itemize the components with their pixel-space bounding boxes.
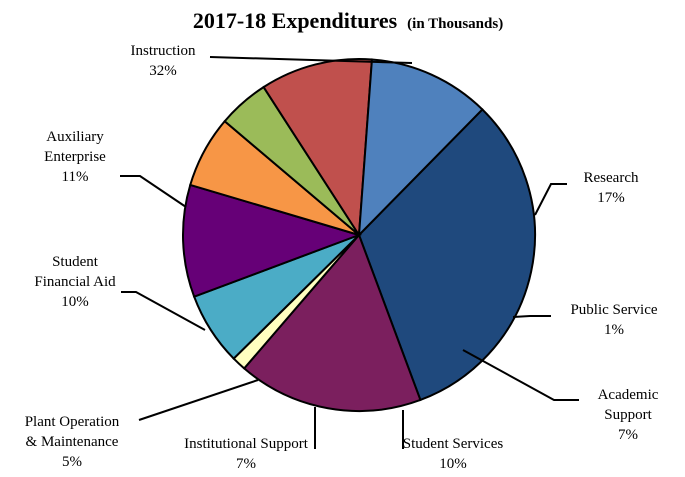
pie-slice xyxy=(262,58,374,239)
leader-line xyxy=(512,315,551,318)
leader-lines xyxy=(120,56,579,449)
slice-percent: 11% xyxy=(62,169,89,185)
slice-name: Public Service xyxy=(570,302,657,318)
slice-name: Institutional Support xyxy=(184,436,309,452)
leader-line xyxy=(534,183,567,216)
slice-label: Plant Operation & Maintenance 5% xyxy=(25,414,120,470)
pie-slice xyxy=(357,58,484,238)
slice-name: Research xyxy=(584,170,639,186)
leader-line xyxy=(462,349,579,401)
slice-percent: 1% xyxy=(604,322,624,338)
leader-line xyxy=(138,379,259,421)
slice-label: Academic Support 7% xyxy=(598,387,659,443)
slice-labels: Instruction 32% Research 17% Public Service 1… xyxy=(25,43,659,472)
leader-line xyxy=(121,291,206,331)
slice-name: Student xyxy=(52,254,99,270)
chart-title: 2017-18 Expenditures xyxy=(193,8,398,33)
slice-label: Instruction 32% xyxy=(131,43,196,79)
slice-name: Instruction xyxy=(131,43,196,59)
slice-name: Enterprise xyxy=(44,149,106,165)
slice-name: Student Services xyxy=(403,436,504,452)
slice-percent: 7% xyxy=(618,427,638,443)
slice-label: Student Financial Aid 10% xyxy=(34,254,116,310)
slice-percent: 17% xyxy=(597,190,625,206)
slice-label: Public Service 1% xyxy=(570,302,657,338)
slice-name: Financial Aid xyxy=(34,274,116,290)
slice-label: Student Services 10% xyxy=(403,436,504,472)
slice-label: Institutional Support 7% xyxy=(184,436,309,472)
chart-subtitle: (in Thousands) xyxy=(407,16,503,32)
chart-title-group: 2017-18 Expenditures (in Thousands) xyxy=(193,8,503,33)
slice-name: Support xyxy=(604,407,652,423)
pie-slices xyxy=(182,58,536,412)
slice-percent: 10% xyxy=(439,456,467,472)
slice-percent: 32% xyxy=(149,63,177,79)
slice-name: Auxiliary xyxy=(46,129,104,145)
slice-percent: 7% xyxy=(236,456,256,472)
slice-label: Auxiliary Enterprise 11% xyxy=(44,129,106,185)
slice-percent: 10% xyxy=(61,294,89,310)
pie-slice xyxy=(357,108,536,402)
pie-slice xyxy=(182,183,363,298)
slice-label: Research 17% xyxy=(584,170,639,206)
pie-slice xyxy=(242,233,422,412)
slice-name: Academic xyxy=(598,387,659,403)
slice-name: & Maintenance xyxy=(26,434,119,450)
slice-name: Plant Operation xyxy=(25,414,120,430)
leader-line xyxy=(120,175,187,208)
slice-percent: 5% xyxy=(62,454,82,470)
leader-line xyxy=(209,56,413,64)
